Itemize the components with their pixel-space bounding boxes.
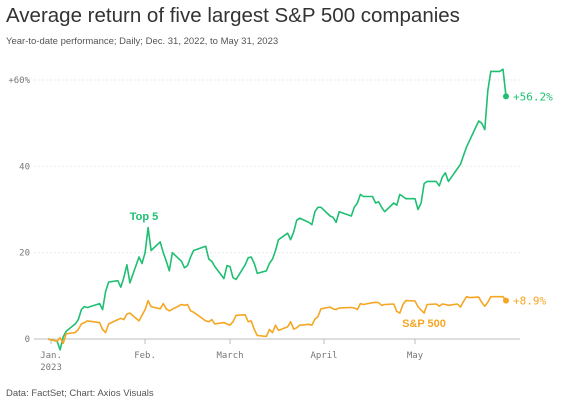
series-lines <box>47 68 507 351</box>
chart-title: Average return of five largest S&P 500 c… <box>6 4 460 27</box>
x-tick-sublabel: 2023 <box>40 363 62 373</box>
y-tick-label: 40 <box>19 162 30 172</box>
x-tick-label: Feb. <box>134 351 156 361</box>
y-tick-label: 20 <box>19 249 30 259</box>
source-note: Data: FactSet; Chart: Axios Visuals <box>6 388 154 399</box>
series-line-top5 <box>47 68 507 351</box>
y-tick-label: 0 <box>25 335 30 345</box>
x-tick-label: April <box>310 351 337 361</box>
x-tick-label: March <box>216 351 243 361</box>
series-end-label: +8.9% <box>513 295 546 308</box>
grid-lines <box>34 79 520 340</box>
series-name-label: Top 5 <box>130 211 159 223</box>
x-tick-label: May <box>407 351 424 361</box>
series-end-point <box>503 93 509 100</box>
series-labels: +56.2% +8.9% Top 5 S&P 500 <box>130 90 553 330</box>
series-end-label: +56.2% <box>513 90 553 103</box>
axis-labels: 0 20 40 +60% Jan. 2023 Feb. March April May <box>8 76 423 373</box>
series-name-label: S&P 500 <box>402 318 446 330</box>
x-tick-label: Jan. <box>40 351 62 361</box>
y-tick-label: +60% <box>8 76 30 86</box>
chart-subtitle: Year-to-date performance; Daily; Dec. 31… <box>6 36 279 47</box>
series-line-sp500 <box>47 295 507 345</box>
series-end-point <box>503 297 509 304</box>
